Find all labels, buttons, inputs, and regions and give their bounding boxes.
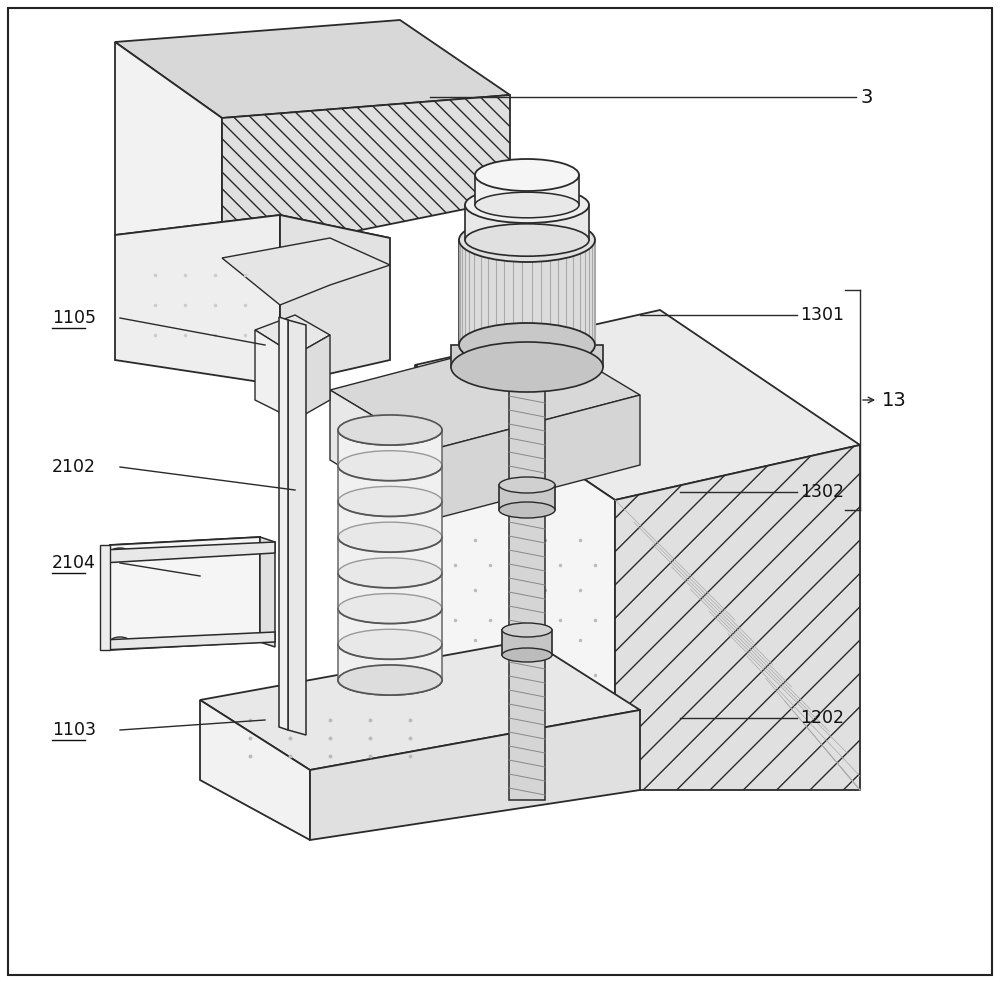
Polygon shape (415, 310, 860, 500)
Ellipse shape (499, 502, 555, 518)
Polygon shape (280, 215, 390, 385)
Polygon shape (115, 215, 280, 385)
Ellipse shape (338, 451, 442, 481)
Text: 2104: 2104 (52, 554, 96, 572)
Text: 2102: 2102 (52, 458, 96, 476)
Polygon shape (222, 95, 510, 258)
Polygon shape (200, 700, 310, 840)
Ellipse shape (338, 415, 442, 445)
Polygon shape (415, 365, 615, 790)
Polygon shape (451, 345, 603, 367)
Ellipse shape (451, 342, 603, 392)
Ellipse shape (338, 522, 442, 552)
Polygon shape (200, 640, 640, 770)
Ellipse shape (499, 477, 555, 493)
Ellipse shape (110, 548, 130, 558)
Ellipse shape (338, 665, 442, 695)
Ellipse shape (338, 415, 442, 445)
Polygon shape (330, 335, 640, 450)
Polygon shape (260, 537, 275, 647)
Ellipse shape (338, 629, 442, 659)
Polygon shape (509, 330, 545, 800)
Polygon shape (102, 632, 275, 650)
Ellipse shape (475, 192, 579, 218)
Text: 1105: 1105 (52, 309, 96, 327)
Ellipse shape (338, 558, 442, 588)
Polygon shape (338, 430, 442, 680)
Polygon shape (459, 240, 595, 345)
Polygon shape (255, 330, 295, 420)
Ellipse shape (338, 486, 442, 517)
Ellipse shape (475, 159, 579, 191)
Polygon shape (102, 542, 275, 563)
Polygon shape (279, 317, 288, 730)
Ellipse shape (502, 648, 552, 662)
Ellipse shape (502, 623, 552, 637)
Text: 13: 13 (882, 391, 907, 409)
Polygon shape (310, 710, 640, 840)
Text: 3: 3 (860, 87, 872, 106)
Text: 1202: 1202 (800, 709, 844, 727)
Polygon shape (255, 315, 330, 355)
Ellipse shape (110, 637, 130, 647)
Polygon shape (115, 20, 510, 118)
Polygon shape (288, 320, 306, 735)
Polygon shape (465, 205, 589, 240)
Polygon shape (110, 537, 260, 650)
Polygon shape (295, 335, 330, 420)
Text: 1103: 1103 (52, 721, 96, 739)
Text: 1302: 1302 (800, 483, 844, 501)
Text: 1301: 1301 (800, 306, 844, 324)
Ellipse shape (509, 325, 545, 335)
Polygon shape (115, 215, 390, 258)
Polygon shape (615, 445, 860, 790)
Ellipse shape (465, 187, 589, 223)
Polygon shape (222, 238, 390, 305)
Polygon shape (115, 42, 222, 258)
Ellipse shape (459, 218, 595, 262)
Ellipse shape (338, 665, 442, 695)
Ellipse shape (459, 323, 595, 367)
Ellipse shape (338, 593, 442, 624)
Polygon shape (330, 390, 430, 520)
Polygon shape (100, 545, 110, 650)
Polygon shape (430, 395, 640, 520)
Polygon shape (502, 630, 552, 655)
Polygon shape (110, 537, 260, 563)
Polygon shape (499, 485, 555, 510)
Ellipse shape (465, 224, 589, 256)
Polygon shape (475, 175, 579, 205)
